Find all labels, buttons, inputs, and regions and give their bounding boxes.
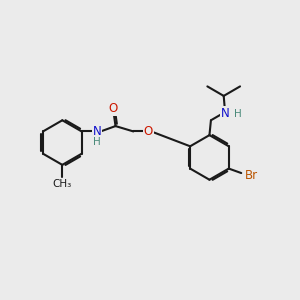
Text: H: H [93, 137, 101, 147]
Text: H: H [234, 109, 242, 119]
Text: Br: Br [244, 169, 258, 182]
Text: O: O [109, 102, 118, 115]
Text: N: N [221, 107, 230, 120]
Text: N: N [93, 125, 101, 138]
Text: O: O [144, 125, 153, 138]
Text: CH₃: CH₃ [53, 179, 72, 189]
